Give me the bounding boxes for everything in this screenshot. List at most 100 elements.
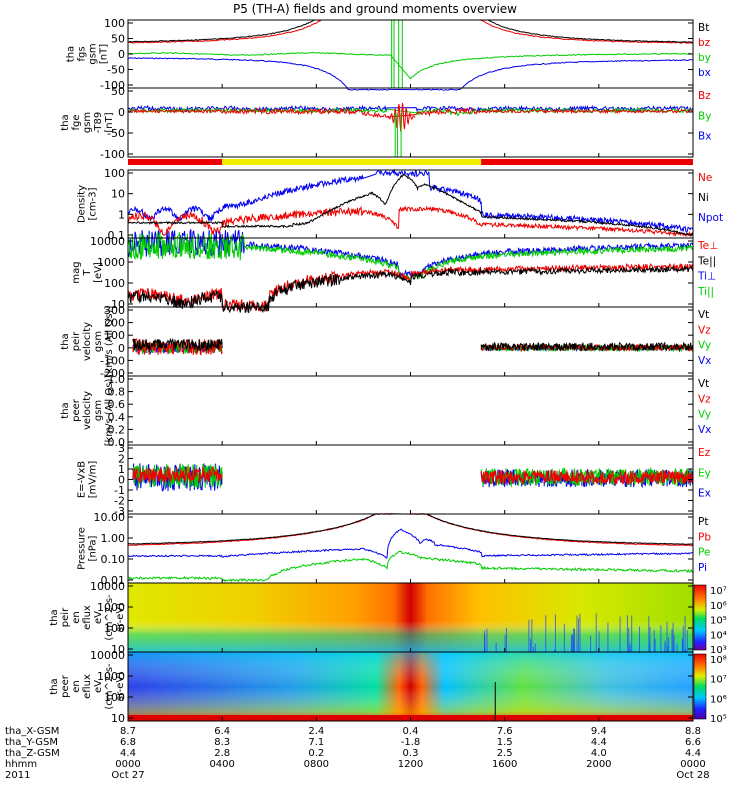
y-tick-label: 1000 (97, 601, 125, 614)
y-tick-label: -50 (107, 127, 125, 140)
panel-density: 100 10 1 0.1 Density [cm-3] Ne Ni Npot (77, 167, 724, 242)
y-tick-label: 10000 (90, 235, 125, 248)
y-axis-label: [nT] (104, 112, 115, 132)
colorbar-tick-label: 10⁸ (710, 655, 727, 666)
y-tick-label: 300 (104, 304, 125, 317)
y-axis-label: Pressure (77, 527, 88, 570)
y-tick-label: -100 (100, 79, 125, 92)
colorbar (693, 584, 707, 651)
panel-temperature: 10000 1000 100 10 mag T [eV] Te⊥ Te|| Ti⊥ Ti|| (71, 235, 718, 311)
panel-peer_spec: 10000 1000 100 10 tha peer en eflux eV (cm^2-s-sr… (49, 649, 727, 725)
series-by (128, 51, 693, 80)
status-segment (481, 159, 693, 165)
y-tick-label: 100 (104, 329, 125, 342)
time-value-z_gsm: 4.4 (685, 748, 701, 759)
colorbar (693, 653, 707, 720)
y-tick-label: 10 (111, 298, 125, 311)
colorbar-tick-label: 10⁶ (710, 601, 727, 612)
time-row-label: tha_Z-GSM (5, 748, 60, 759)
y-axis-label: [cm-3] (88, 187, 99, 220)
y-axis-label: mag (71, 261, 82, 283)
legend-entry: Ex (698, 488, 711, 500)
y-tick-label: 1000 (97, 670, 125, 683)
y-tick-label: 1000 (97, 256, 125, 269)
y-axis-label: velocity (82, 391, 93, 430)
panel-frame (127, 169, 694, 239)
time-value-x_gsm: 9.4 (591, 726, 607, 737)
time-value-hhmm: 1600 (492, 759, 517, 770)
y-tick-label: 100 (104, 691, 125, 704)
legend-entry: Vt (698, 309, 709, 321)
panel-peer_velocity: 1.00.80.60.40.20.0 tha peer velocity gsm [km/… (60, 373, 711, 449)
colorbar-tick-label: 10⁷ (710, 586, 727, 597)
legend-entry: Ti⊥ (697, 271, 716, 283)
y-axis-label: peer (60, 674, 71, 698)
y-axis-label: (cm^2-s- (104, 594, 115, 641)
legend-entry: Ni (698, 192, 709, 204)
time-value-hhmm: 0800 (304, 759, 329, 770)
y-tick-label: 0 (118, 342, 125, 355)
y-tick-label: 1 (118, 208, 125, 221)
legend-entry: Vx (698, 355, 711, 367)
legend-entry: Ey (698, 467, 711, 479)
legend-entry: Vt (698, 378, 709, 390)
legend-entry: Ne (698, 172, 712, 184)
legend-entry: Pb (698, 531, 711, 543)
y-axis-label: [nPa] (88, 535, 99, 561)
y-axis-label: eV (93, 680, 104, 693)
y-axis-label: en (71, 611, 82, 624)
y-axis-label: eflux (82, 605, 93, 630)
y-tick-label: -2 (114, 495, 125, 508)
time-value-hhmm: 0000 (115, 759, 140, 770)
y-axis-label: eV (93, 611, 104, 624)
y-axis-label: peer (71, 398, 82, 422)
legend-entry: Te|| (697, 255, 716, 267)
y-axis-label: tha (66, 46, 77, 62)
y-axis-label: T (82, 269, 93, 277)
y-axis-label: [km/s (All Qs)] (104, 306, 115, 378)
y-tick-label: -1 (114, 484, 125, 497)
time-value-x_gsm: 6.4 (214, 726, 230, 737)
time-value-y_gsm: -1.8 (401, 737, 421, 748)
legend-entry: Bz (698, 90, 711, 102)
y-axis-label: fgs (77, 46, 88, 61)
legend-entry: bz (698, 37, 711, 49)
time-value-z_gsm: 4.4 (120, 748, 136, 759)
series-Vt (480, 341, 693, 353)
y-tick-label: 3 (118, 442, 125, 455)
colorbar-tick-label: 10⁴ (710, 630, 727, 641)
time-value-y_gsm: 8.3 (214, 737, 230, 748)
y-tick-label: 10000 (90, 580, 125, 593)
y-axis-label: sr-eV) (115, 603, 126, 632)
panel-frame (127, 87, 694, 158)
y-tick-label: 0.4 (108, 411, 126, 424)
y-tick-label: 10 (111, 712, 125, 725)
y-tick-label: 0.8 (108, 386, 126, 399)
y-tick-label: 1 (118, 463, 125, 476)
y-axis-label: tha (49, 678, 60, 694)
series-Ez (480, 469, 693, 486)
legend-entry: Bt (698, 22, 709, 34)
legend-entry: Ti|| (697, 286, 714, 298)
y-tick-label: 100 (104, 167, 125, 180)
y-tick-label: 0 (118, 48, 125, 61)
y-axis-label: peir (60, 607, 71, 627)
legend-entry: Pt (698, 516, 708, 528)
y-axis-label: [nT] (99, 44, 110, 64)
y-tick-label: 0.01 (101, 574, 126, 587)
y-axis-label: gsm (93, 331, 104, 352)
status-bar (128, 159, 693, 165)
colorbar-tick-label: 10⁶ (710, 694, 727, 705)
y-axis-label: tha (60, 333, 71, 349)
y-axis-label: gsm (88, 43, 99, 64)
y-axis-label: gsm (93, 400, 104, 421)
y-axis-label: (cm^2-s- (104, 663, 115, 710)
time-value-z_gsm: 0.3 (403, 748, 419, 759)
y-tick-label: 0 (118, 106, 125, 119)
series-Bx (128, 104, 693, 113)
y-tick-label: 0.10 (101, 553, 126, 566)
y-axis-label: tha (60, 402, 71, 418)
series-bx (128, 57, 693, 91)
